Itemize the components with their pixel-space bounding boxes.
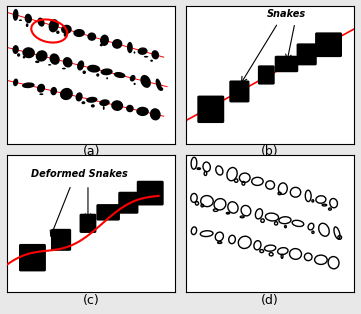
Text: (a): (a) — [83, 145, 100, 158]
Ellipse shape — [77, 60, 84, 71]
Ellipse shape — [151, 50, 159, 59]
Ellipse shape — [101, 68, 113, 75]
Ellipse shape — [17, 53, 20, 57]
FancyBboxPatch shape — [51, 229, 71, 251]
Ellipse shape — [37, 84, 45, 93]
Ellipse shape — [138, 47, 148, 55]
Ellipse shape — [39, 93, 43, 95]
Ellipse shape — [61, 25, 72, 34]
Ellipse shape — [136, 107, 149, 116]
Ellipse shape — [35, 61, 39, 63]
Ellipse shape — [144, 56, 148, 57]
Ellipse shape — [75, 92, 83, 101]
Ellipse shape — [126, 105, 134, 112]
Text: (b): (b) — [261, 145, 278, 158]
Ellipse shape — [22, 47, 35, 58]
Ellipse shape — [96, 73, 99, 77]
Ellipse shape — [87, 65, 100, 73]
Ellipse shape — [114, 72, 125, 78]
Ellipse shape — [62, 68, 66, 69]
Ellipse shape — [156, 78, 162, 91]
Ellipse shape — [130, 75, 135, 82]
Ellipse shape — [99, 99, 110, 106]
Ellipse shape — [150, 108, 161, 121]
Ellipse shape — [22, 82, 35, 88]
Ellipse shape — [63, 57, 73, 68]
Ellipse shape — [64, 33, 66, 37]
Ellipse shape — [51, 87, 57, 95]
FancyBboxPatch shape — [275, 56, 298, 72]
FancyBboxPatch shape — [315, 32, 342, 57]
Ellipse shape — [60, 88, 73, 100]
FancyBboxPatch shape — [19, 244, 46, 271]
Ellipse shape — [87, 32, 96, 41]
Text: Deformed Snakes: Deformed Snakes — [31, 169, 128, 179]
Ellipse shape — [13, 78, 18, 86]
Ellipse shape — [25, 14, 32, 23]
Ellipse shape — [134, 51, 135, 54]
Ellipse shape — [73, 29, 85, 37]
Ellipse shape — [134, 83, 136, 85]
FancyBboxPatch shape — [96, 204, 120, 220]
Ellipse shape — [100, 35, 109, 46]
Ellipse shape — [111, 100, 123, 111]
Text: Snakes: Snakes — [267, 9, 306, 19]
Ellipse shape — [56, 30, 60, 34]
FancyBboxPatch shape — [258, 65, 275, 84]
Text: (d): (d) — [261, 294, 279, 306]
Ellipse shape — [38, 18, 45, 27]
Ellipse shape — [48, 64, 51, 66]
FancyBboxPatch shape — [118, 192, 138, 214]
Ellipse shape — [140, 75, 151, 88]
Ellipse shape — [13, 9, 18, 21]
Ellipse shape — [49, 19, 59, 32]
FancyBboxPatch shape — [79, 214, 96, 233]
Ellipse shape — [26, 23, 29, 27]
Ellipse shape — [127, 42, 133, 53]
FancyBboxPatch shape — [229, 80, 249, 102]
Ellipse shape — [49, 53, 60, 65]
Ellipse shape — [112, 39, 122, 49]
FancyBboxPatch shape — [137, 181, 164, 205]
Ellipse shape — [100, 44, 103, 46]
Ellipse shape — [83, 70, 86, 74]
Ellipse shape — [160, 87, 163, 91]
Ellipse shape — [150, 60, 153, 62]
Ellipse shape — [86, 97, 97, 103]
Ellipse shape — [103, 106, 105, 110]
FancyBboxPatch shape — [297, 43, 317, 65]
Ellipse shape — [91, 104, 95, 107]
Ellipse shape — [23, 56, 25, 58]
Ellipse shape — [106, 77, 108, 79]
Ellipse shape — [12, 45, 19, 54]
Ellipse shape — [82, 101, 85, 104]
FancyBboxPatch shape — [197, 95, 224, 123]
Ellipse shape — [19, 19, 22, 21]
Ellipse shape — [36, 50, 48, 62]
Text: (c): (c) — [83, 294, 100, 306]
